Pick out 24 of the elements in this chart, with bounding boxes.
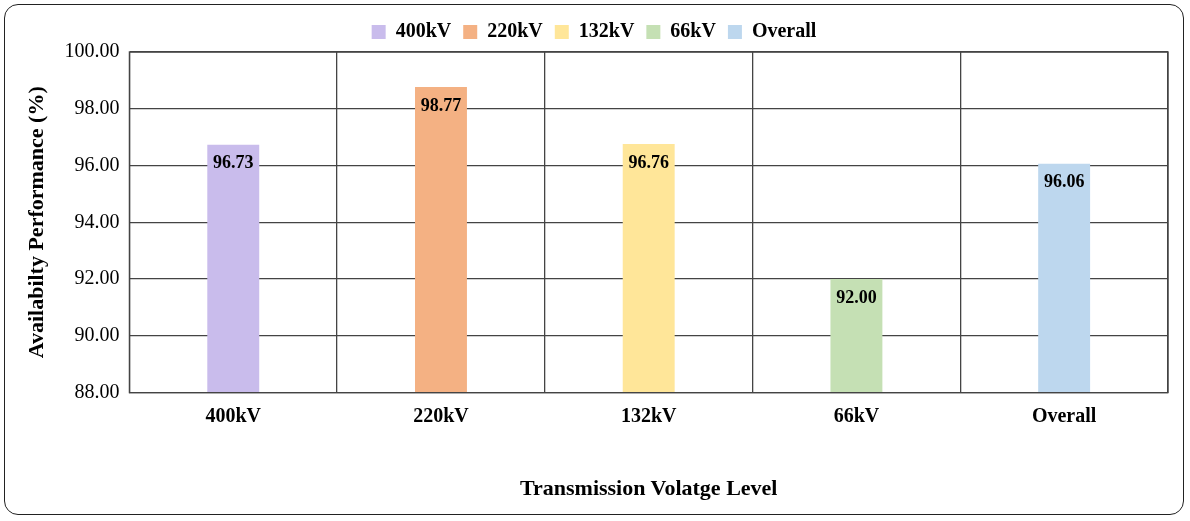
legend-label: Overall [751,19,817,42]
x-tick-label: 400kV [205,403,262,426]
data-label: 96.73 [213,152,254,173]
x-axis-title: Transmission Volatge Level [519,475,778,501]
legend-label: 220kV [487,19,544,42]
y-tick-label: 92.00 [74,266,120,289]
y-axis-title: Availabilty Performance (%) [22,86,48,359]
x-tick-label: 66kV [833,403,880,426]
y-tick-label: 94.00 [74,209,120,232]
legend-label: 66kV [670,19,717,42]
x-tick-label: 132kV [620,403,678,426]
legend-label: 132kV [578,19,635,42]
data-label: 96.06 [1043,171,1085,192]
y-tick-label: 90.00 [74,323,120,346]
y-tick-label: 100.00 [64,39,120,62]
x-tick-label: 220kV [413,403,470,426]
legend-label: 400kV [395,19,452,42]
data-label: 96.76 [628,151,669,172]
y-tick-label: 88.00 [74,379,120,402]
y-tick-label: 96.00 [74,152,120,175]
data-label: 92.00 [836,286,877,307]
y-tick-label: 98.00 [74,96,120,119]
x-tick-label: Overall [1031,403,1097,426]
data-label: 98.77 [420,94,462,115]
